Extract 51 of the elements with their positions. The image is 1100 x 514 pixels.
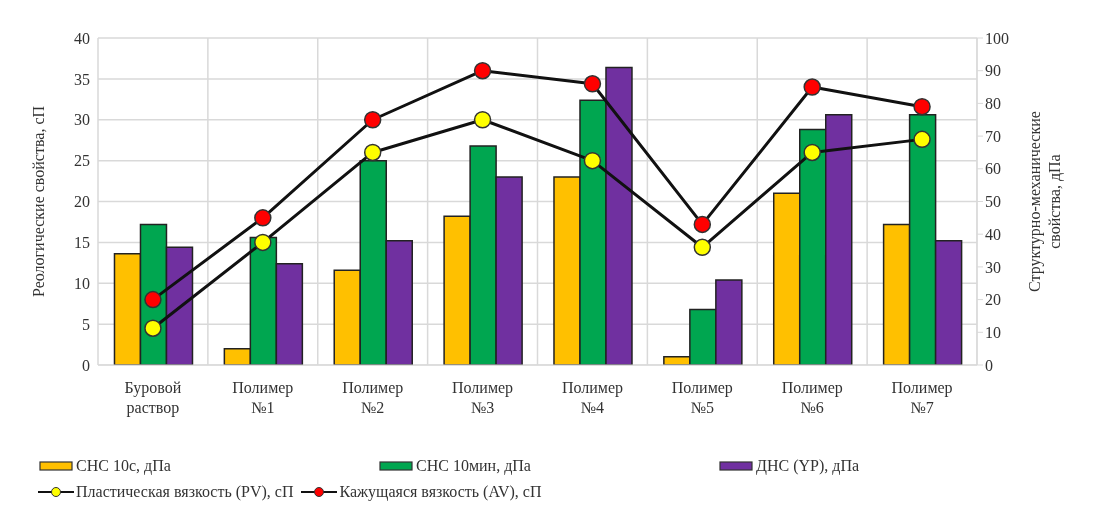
point — [363, 111, 382, 129]
point — [473, 61, 492, 80]
y2-axis-title: Структурно-механические свойства, дПа — [1026, 111, 1064, 292]
y2-tick-label: 80 — [985, 95, 1001, 113]
point — [363, 143, 382, 162]
y-tick-label: 20 — [74, 193, 90, 211]
y-tick-label: 0 — [82, 356, 90, 374]
y-tick-label: 10 — [74, 274, 90, 292]
y-tick-label: 35 — [74, 70, 90, 88]
point — [693, 215, 712, 234]
y2-tick-label: 100 — [985, 29, 1009, 47]
legend-label: СНС 10мин, дПа — [416, 457, 531, 475]
point — [144, 319, 162, 337]
x-tick-label: Полимер №3 — [452, 379, 514, 416]
y-tick-label: 5 — [82, 315, 90, 333]
point — [803, 143, 821, 162]
x-tick-label: Полимер №7 — [891, 379, 953, 416]
legend-label: Пластическая вязкость (PV), сП — [76, 483, 294, 501]
point — [693, 238, 712, 257]
legend-label: Кажущаяся вязкость (AV), сП — [339, 483, 542, 501]
y2-tick-label: 20 — [985, 291, 1001, 309]
x-tick-label: Полимер №1 — [232, 379, 294, 416]
y-tick-label: 30 — [74, 111, 90, 129]
point — [144, 290, 162, 309]
point — [254, 209, 272, 227]
legend-label: ДНС (YP), дПа — [756, 457, 860, 475]
point — [473, 111, 492, 129]
point — [583, 75, 602, 93]
y2-tick-label: 40 — [985, 225, 1001, 243]
y-axis-title: Реологические свойства, сП — [29, 105, 47, 298]
x-tick-label: Буровой раствор — [124, 379, 182, 417]
y2-tick-label: 70 — [985, 127, 1001, 145]
x-tick-label: Полимер №6 — [781, 379, 843, 416]
x-tick-label: Полимер №5 — [671, 379, 733, 416]
x-tick-label: Полимер №2 — [342, 379, 404, 416]
y-tick-label: 15 — [74, 234, 90, 252]
y2-tick-label: 50 — [985, 193, 1001, 211]
point — [913, 97, 931, 116]
legend-label: СНС 10с, дПа — [76, 457, 171, 475]
point — [254, 233, 272, 252]
y2-tick-label: 30 — [985, 258, 1001, 276]
y-tick-label: 25 — [74, 152, 90, 170]
x-tick-label: Полимер №4 — [561, 379, 623, 416]
y-tick-label: 40 — [74, 29, 90, 47]
point — [913, 130, 931, 149]
y2-tick-label: 0 — [985, 356, 993, 374]
point — [803, 78, 821, 96]
y2-tick-label: 90 — [985, 62, 1001, 80]
y2-tick-label: 60 — [985, 160, 1001, 178]
point — [583, 151, 602, 170]
y2-tick-label: 10 — [985, 323, 1001, 341]
